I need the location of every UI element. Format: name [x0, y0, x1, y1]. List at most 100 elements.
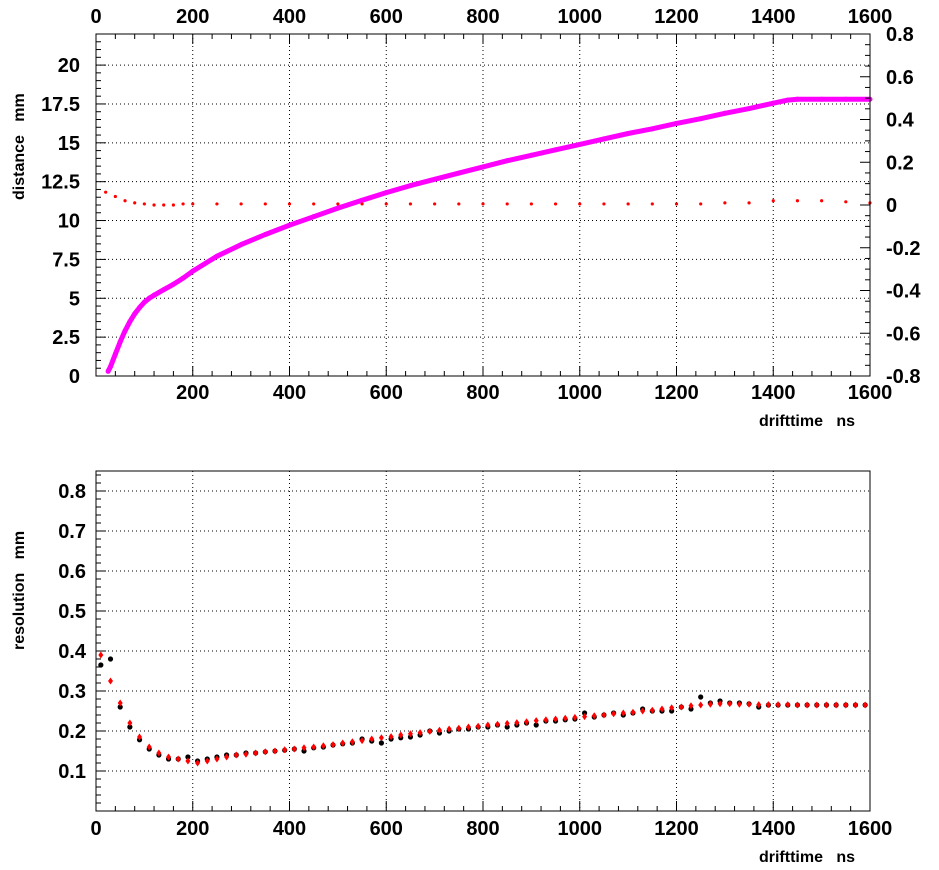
top-y-tick-label: 15 [58, 133, 80, 155]
distance-point [407, 183, 413, 189]
residual-point [650, 202, 654, 206]
resolution-point-red [852, 701, 858, 709]
distance-point [127, 319, 133, 325]
resolution-point-red [175, 755, 181, 763]
top-y-tick-label: 5 [69, 288, 80, 310]
residual-point [553, 202, 558, 206]
top-y2-tick-label: 0.6 [886, 67, 914, 89]
resolution-point-red [156, 749, 162, 757]
residual-point [699, 202, 703, 206]
resolution-point-red [669, 704, 675, 712]
top-x2-tick-label: 1400 [751, 6, 796, 28]
top-y2-tick-label: 0 [886, 195, 897, 217]
top-y2-tick-label: -0.2 [886, 238, 920, 260]
top-x-tick-label: 800 [466, 382, 499, 404]
resolution-point-red [611, 710, 617, 718]
resolution-point-red [533, 717, 539, 725]
resolution-point-black [107, 656, 114, 662]
top-x-tick-label: 400 [273, 382, 306, 404]
resolution-point-red [823, 701, 829, 709]
resolution-point-red [117, 699, 123, 707]
distance-point [311, 214, 317, 220]
resolution-point-red [495, 720, 501, 728]
distance-point [674, 120, 679, 126]
top-x2-tick-label: 200 [176, 6, 209, 28]
resolution-point-black [581, 710, 588, 716]
bottom-x-tick-label: 0 [90, 818, 101, 840]
bottom-grid [96, 471, 870, 811]
resolution-point-black [504, 724, 510, 730]
top-y-axis-title: distance mm [11, 93, 28, 200]
resolution-point-red [243, 750, 249, 758]
distance-point [553, 147, 559, 153]
distance-point [105, 368, 111, 374]
bottom-x-tick-label: 800 [466, 818, 499, 840]
resolution-point-red [698, 701, 704, 709]
residual-point [239, 202, 243, 206]
distance-point [287, 222, 292, 228]
resolution-point-red [707, 700, 713, 708]
distance-point [117, 339, 123, 345]
top-x2-tick-labels: 0 200 400 600 800 1000 1200 1400 1600 [90, 6, 892, 28]
top-x2-tick-label: 800 [466, 6, 499, 28]
resolution-point-red [378, 734, 384, 742]
bottom-y-tick-label: 0.6 [58, 561, 86, 583]
resolution-point-red [475, 722, 481, 730]
distance-point [456, 170, 462, 176]
top-data-marks [104, 96, 873, 374]
resolution-point-red [224, 753, 230, 761]
resolution-point-red [485, 721, 491, 729]
residual-point [191, 202, 195, 206]
resolution-point-red [272, 747, 278, 755]
bottom-y-tick-label: 0.8 [58, 481, 86, 503]
residual-point [602, 202, 606, 206]
resolution-point-red [843, 701, 849, 709]
resolution-point-red [756, 701, 762, 709]
distance-point [794, 96, 800, 102]
resolution-point-red [262, 748, 268, 756]
distance-point [625, 130, 631, 136]
resolution-point-red [108, 677, 114, 685]
distance-point [170, 281, 176, 287]
top-y-tick-label: 17.5 [41, 94, 80, 116]
resolution-point-red [736, 700, 742, 708]
resolution-point-red [765, 701, 771, 709]
distance-point [190, 268, 196, 274]
distance-point [132, 311, 138, 317]
resolution-point-black [698, 694, 704, 700]
top-y2-tick-label: 0.2 [886, 152, 914, 174]
bottom-y-tick-label: 0.4 [58, 641, 87, 663]
top-y2-tick-label: 0.8 [886, 24, 914, 46]
residual-point [287, 202, 292, 206]
distance-point [137, 305, 143, 311]
resolution-point-red [804, 701, 810, 709]
residual-point [142, 202, 146, 206]
resolution-point-red [311, 743, 317, 751]
distance-point [577, 141, 583, 147]
top-tick-marks [95, 33, 871, 377]
resolution-point-red [166, 753, 172, 761]
resolution-point-red [591, 712, 597, 720]
top-y-tick-label: 0 [69, 366, 80, 388]
top-y2-tick-label: 0.4 [886, 110, 915, 132]
resolution-point-red [601, 711, 607, 719]
bottom-x-tick-label: 1200 [654, 818, 699, 840]
bottom-x-tick-label: 1000 [558, 818, 603, 840]
resolution-point-red [504, 719, 510, 727]
distance-point [528, 152, 534, 158]
resolution-point-red [214, 755, 220, 763]
residual-point [433, 202, 437, 206]
residual-point [123, 199, 127, 203]
bottom-x-tick-label: 1600 [848, 818, 893, 840]
distance-chart: 200 400 600 800 1000 1200 1400 1600 0 200 400 600 8… [11, 6, 921, 430]
top-grid [96, 34, 870, 376]
distance-point [480, 164, 486, 170]
distance-point [383, 190, 389, 196]
bottom-x-tick-labels: 0 200 400 600 800 1000 1200 1400 1600 [90, 818, 892, 840]
bottom-data-marks [98, 651, 868, 767]
residual-point [771, 199, 775, 203]
resolution-point-red [572, 713, 578, 721]
top-y-tick-labels: 0 2.5 5 7.5 10 12.5 15 17.5 20 [41, 55, 80, 388]
bottom-x-tick-label: 400 [273, 818, 306, 840]
